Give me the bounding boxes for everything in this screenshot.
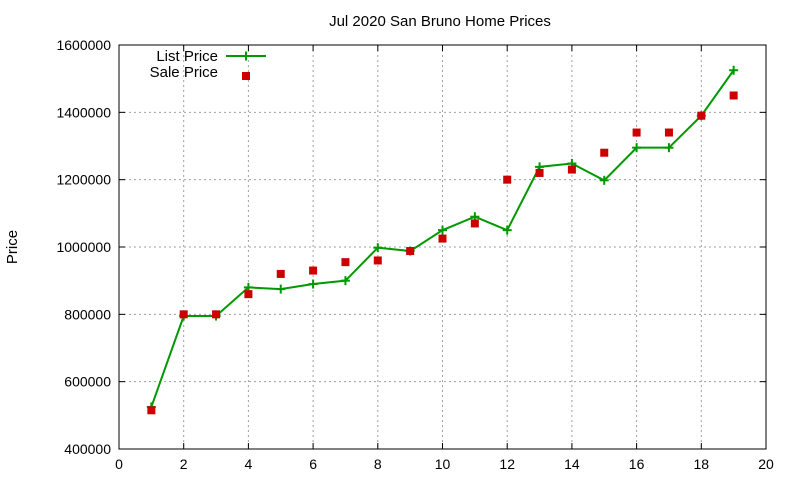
ticks-layer: 0 2 4 6 8 10 12 14 16 18 20 400000 600000 800000 10000…: [56, 37, 774, 472]
x-tick-label: 2: [180, 456, 188, 472]
x-tick-label: 18: [694, 456, 710, 472]
list-price-point: [438, 225, 447, 235]
sale-price-point: [276, 269, 285, 278]
sale-price-point: [664, 128, 673, 137]
sale-price-point: [179, 310, 188, 319]
sale-price-point: [406, 247, 415, 256]
x-tick-label: 12: [499, 456, 515, 472]
y-tick-label: 1200000: [56, 172, 111, 188]
x-tick-label: 8: [374, 456, 382, 472]
sale-price-point: [147, 406, 156, 415]
sale-price-point: [600, 148, 609, 157]
chart-title: Jul 2020 San Bruno Home Prices: [329, 13, 551, 30]
list-price-point: [729, 65, 739, 75]
list-price-point: [340, 276, 350, 286]
x-tick-label: 16: [629, 456, 645, 472]
grid-layer: [119, 45, 766, 449]
legend-label: List Price: [156, 48, 218, 65]
list-price-point: [308, 279, 318, 289]
y-tick-label: 800000: [64, 306, 111, 322]
legend-marker-plus: [241, 51, 251, 61]
y-tick-label: 1600000: [56, 37, 111, 53]
sale-price-point: [438, 234, 447, 243]
list-price-point: [664, 143, 674, 153]
y-tick-label: 1000000: [56, 239, 111, 255]
sale-price-point: [503, 175, 512, 184]
list-price-point: [599, 175, 609, 185]
sale-price-point: [470, 219, 479, 228]
legend-label: Sale Price: [150, 64, 218, 81]
x-tick-label: 14: [564, 456, 580, 472]
sale-price-point: [244, 290, 253, 299]
sale-price-point: [535, 168, 544, 177]
list-price-point: [276, 284, 286, 294]
y-tick-label: 1400000: [56, 104, 111, 120]
sale-price-point: [632, 128, 641, 137]
sale-price-point: [729, 91, 738, 100]
list-price-point: [502, 225, 512, 235]
legend-marker-square: [242, 72, 250, 80]
list-price-point: [373, 243, 383, 253]
sale-price-point: [309, 266, 318, 275]
sale-price-point: [373, 256, 382, 265]
x-tick-label: 6: [309, 456, 317, 472]
sale-price-point: [341, 258, 350, 267]
y-tick-label: 400000: [64, 441, 111, 457]
x-tick-label: 20: [758, 456, 774, 472]
sale-price-point: [697, 111, 706, 120]
y-tick-label: 600000: [64, 374, 111, 390]
list-price-point: [632, 143, 642, 153]
series-sale-price: [147, 91, 738, 415]
sale-price-point: [212, 310, 221, 319]
series-layer: [146, 65, 739, 415]
x-tick-label: 0: [115, 456, 123, 472]
y-axis-label: Price: [4, 230, 21, 264]
x-tick-label: 10: [435, 456, 451, 472]
x-tick-label: 4: [245, 456, 253, 472]
sale-price-point: [567, 165, 576, 174]
